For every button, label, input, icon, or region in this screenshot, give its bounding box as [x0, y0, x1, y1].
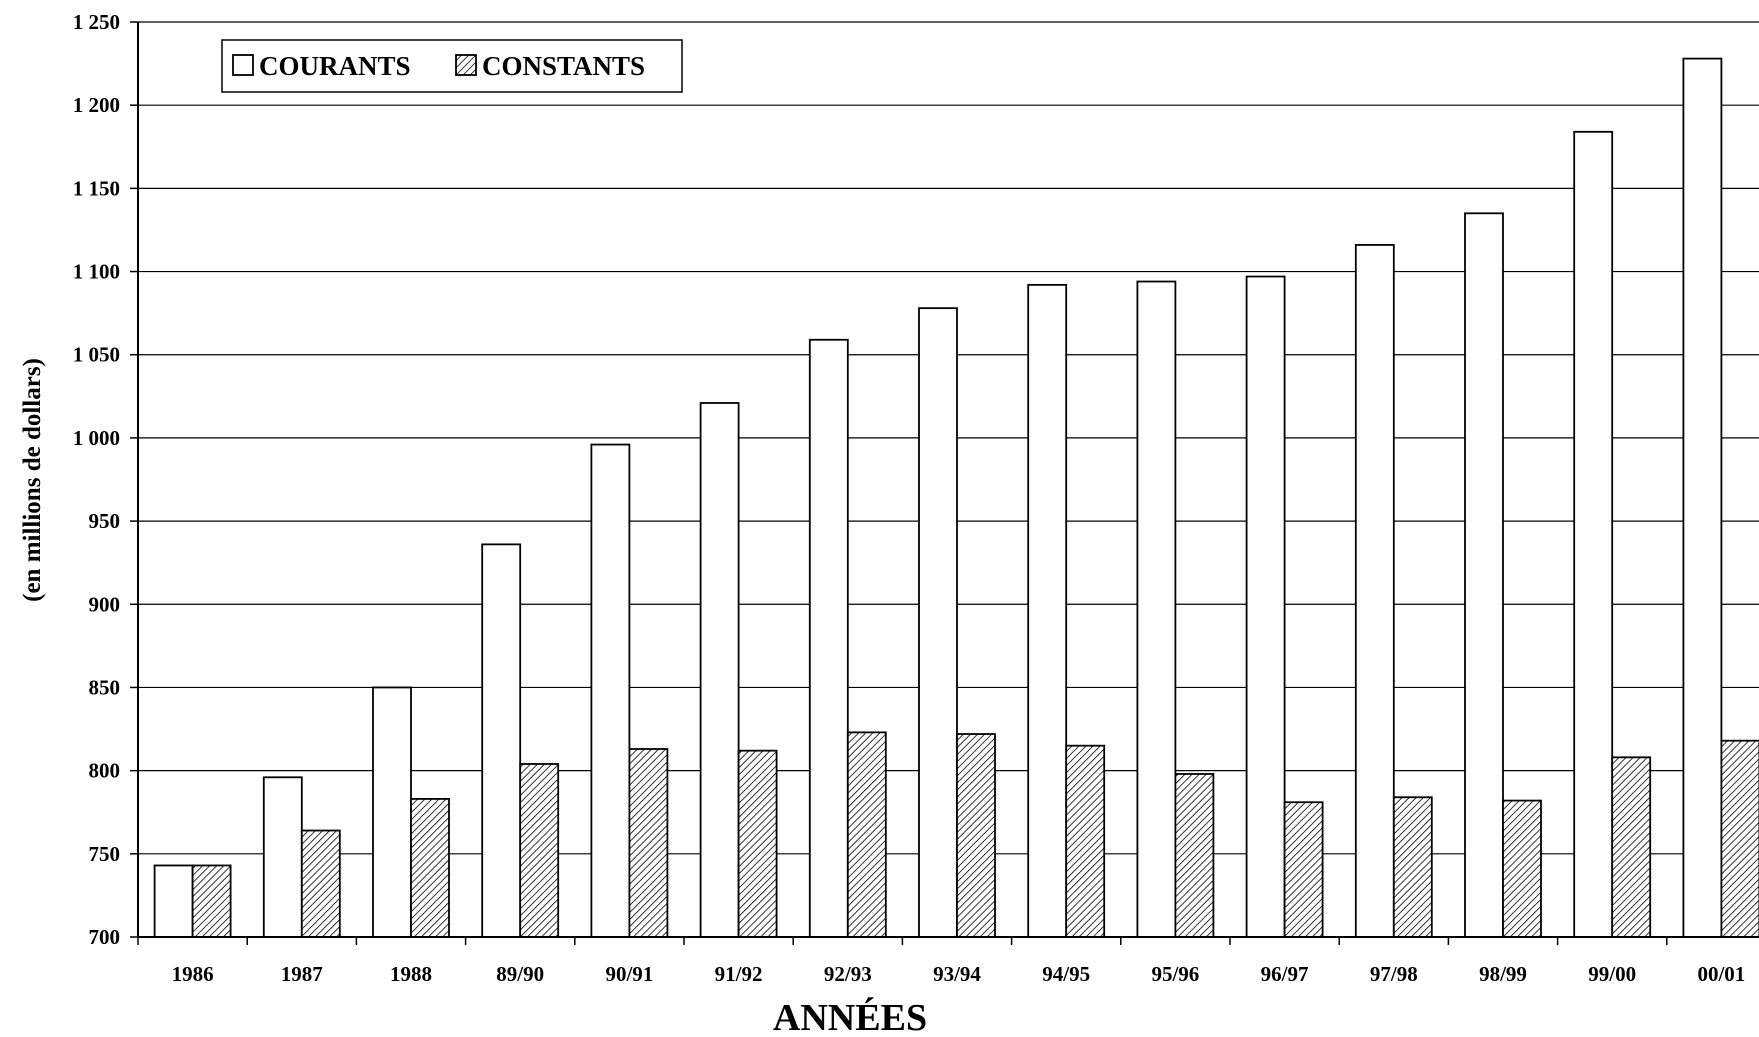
bar-courants-90-91	[590, 443, 631, 938]
x-tick-label-93-94: 93/94	[933, 962, 981, 986]
bar-constants-90-91	[628, 748, 669, 938]
x-tick-label-97-98: 97/98	[1370, 962, 1418, 986]
bar-constants-97-98	[1392, 796, 1433, 938]
y-tick-label-700: 700	[89, 925, 121, 949]
y-tick-label-800: 800	[89, 759, 121, 783]
x-tick-label-99-00: 99/00	[1588, 962, 1636, 986]
bar-constants-96-97	[1283, 801, 1324, 938]
bar-courants-98-99	[1464, 212, 1504, 938]
y-tick-label-750: 750	[89, 842, 121, 866]
bar-courants-94-95	[1027, 283, 1068, 938]
bar-courants-97-98	[1354, 244, 1395, 938]
x-tick-labels: 1986 1987 1988 89/90 90/91 91/92 92/93 93/94 94/…	[172, 962, 1746, 986]
bar-courants-1988	[372, 686, 412, 938]
y-tick-label-950: 950	[89, 509, 121, 533]
x-tick-label-95-96: 95/96	[1151, 962, 1199, 986]
y-tick-label-1000: 1 000	[73, 426, 120, 450]
y-tick-label-1050: 1 050	[73, 343, 120, 367]
bar-constants-95-96	[1174, 773, 1215, 938]
legend-box	[221, 39, 683, 93]
bar-constants-1987	[300, 829, 341, 938]
x-tick-label-92-93: 92/93	[824, 962, 872, 986]
legend-swatch-courants	[232, 54, 254, 76]
y-tick-labels: 700 750 800 850 900 950 1 000 1 050 1 100 1 150 1 …	[73, 10, 120, 949]
bar-courants-1987	[262, 776, 303, 938]
bar-constants-99-00	[1611, 756, 1652, 938]
legend-label-constants: CONSTANTS	[482, 51, 645, 81]
bar-constants-93-94	[956, 733, 996, 938]
x-tick-label-1986: 1986	[172, 962, 214, 986]
legend: COURANTS CONSTANTS	[221, 39, 683, 93]
bar-courants-96-97	[1245, 275, 1286, 938]
legend-label-courants: COURANTS	[259, 51, 411, 81]
bar-courants-99-00	[1573, 130, 1614, 938]
bar-constants-89-90	[519, 763, 560, 938]
bar-constants-94-95	[1065, 744, 1106, 938]
y-axis-label: (en millions de dollars)	[19, 358, 46, 602]
x-tick-label-96-97: 96/97	[1261, 962, 1309, 986]
x-tick-label-1987: 1987	[281, 962, 323, 986]
legend-swatch-constants	[455, 54, 477, 76]
x-tick-label-94-95: 94/95	[1042, 962, 1090, 986]
bar-courants-1986	[153, 864, 194, 938]
bar-constants-00-01	[1720, 739, 1759, 938]
bar-courants-89-90	[481, 543, 522, 938]
x-tick-label-90-91: 90/91	[605, 962, 653, 986]
x-tick-label-1988: 1988	[390, 962, 432, 986]
bar-courants-93-94	[918, 307, 958, 938]
x-tick-label-91-92: 91/92	[715, 962, 763, 986]
bar-constants-1988	[410, 798, 450, 938]
y-tick-label-900: 900	[89, 592, 121, 616]
bar-constants-98-99	[1502, 799, 1542, 938]
y-tick-label-850: 850	[89, 675, 121, 699]
axes	[130, 21, 1759, 945]
x-tick-label-00-01: 00/01	[1697, 962, 1745, 986]
x-tick-label-89-90: 89/90	[496, 962, 544, 986]
bar-courants-95-96	[1136, 280, 1177, 938]
bars	[153, 57, 1759, 938]
bar-constants-1986	[191, 864, 232, 938]
x-tick-label-98-99: 98/99	[1479, 962, 1527, 986]
y-tick-label-1200: 1 200	[73, 93, 120, 117]
y-tick-label-1150: 1 150	[73, 176, 120, 200]
bar-courants-92-93	[808, 338, 849, 938]
bar-courants-00-01	[1682, 57, 1723, 938]
x-axis-label: ANNÉES	[773, 997, 927, 1037]
bar-constants-91-92	[737, 749, 778, 938]
y-tick-label-1100: 1 100	[73, 260, 120, 284]
bar-constants-92-93	[846, 731, 887, 938]
y-tick-label-1250: 1 250	[73, 10, 120, 34]
bar-courants-91-92	[699, 402, 740, 938]
